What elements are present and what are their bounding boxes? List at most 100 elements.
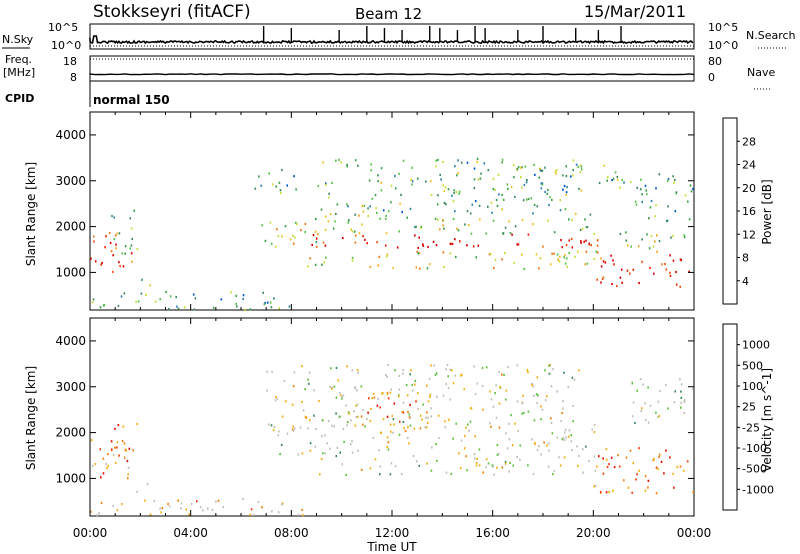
range-gate-cell — [626, 269, 629, 272]
colorbar-frame — [722, 323, 738, 511]
range-gate-cell — [160, 511, 162, 514]
range-gate-cell — [650, 199, 653, 203]
range-gate-cell — [116, 441, 119, 444]
range-gate-cell — [542, 245, 544, 248]
range-gate-cell — [335, 212, 337, 215]
range-gate-cell — [583, 240, 585, 243]
range-gate-cell — [408, 442, 410, 445]
range-gate-cell — [663, 472, 665, 475]
range-gate-cell — [104, 246, 106, 249]
range-gate-cell — [505, 432, 507, 435]
range-gate-cell — [318, 400, 320, 403]
range-gate-cell — [638, 281, 640, 285]
range-gate-cell — [464, 223, 466, 226]
range-gate-cell — [665, 268, 668, 271]
range-gate-cell — [596, 244, 599, 247]
range-gate-cell — [572, 404, 574, 407]
power-plot-frame — [89, 111, 695, 311]
range-gate-cell — [165, 290, 167, 294]
range-gate-cell — [565, 193, 567, 197]
range-gate-cell — [294, 221, 297, 224]
range-gate-cell — [435, 159, 437, 162]
range-gate-cell — [521, 186, 523, 189]
range-gate-cell — [455, 422, 457, 425]
range-gate-cell — [199, 506, 202, 509]
range-gate-cell — [412, 454, 415, 458]
range-gate-cell — [648, 247, 651, 250]
range-gate-cell — [358, 232, 361, 235]
range-gate-cell — [655, 492, 658, 495]
range-gate-cell — [242, 497, 244, 501]
range-gate-cell — [339, 451, 341, 454]
range-gate-cell — [159, 298, 161, 301]
range-gate-cell — [603, 164, 606, 167]
range-gate-cell — [401, 410, 404, 413]
range-gate-cell — [293, 175, 295, 178]
range-gate-cell — [341, 395, 343, 398]
range-gate-cell — [211, 508, 214, 512]
range-gate-cell — [390, 184, 393, 187]
range-gate-cell — [346, 365, 348, 368]
range-gate-cell — [389, 391, 392, 394]
range-gate-cell — [307, 378, 309, 381]
range-gate-cell — [269, 221, 272, 224]
range-gate-cell — [451, 242, 454, 246]
range-gate-cell — [519, 444, 521, 447]
colorbar-tick-label: 12 — [742, 228, 756, 241]
range-gate-cell — [669, 271, 671, 274]
range-gate-cell — [99, 448, 102, 451]
range-gate-cell — [461, 373, 463, 376]
range-gate-cell — [292, 425, 294, 428]
range-gate-cell — [386, 445, 388, 449]
range-gate-cell — [533, 203, 536, 207]
range-gate-cell — [414, 225, 416, 229]
range-gate-cell — [386, 375, 388, 378]
range-gate-cell — [632, 461, 635, 465]
range-gate-cell — [278, 181, 281, 184]
range-gate-cell — [656, 416, 659, 419]
range-gate-cell — [489, 422, 491, 425]
range-gate-cell — [414, 383, 416, 386]
range-gate-cell — [442, 160, 444, 163]
range-gate-cell — [389, 423, 392, 426]
range-gate-cell — [481, 385, 484, 388]
range-gate-cell — [491, 211, 493, 214]
range-gate-cell — [307, 427, 309, 430]
range-gate-cell — [168, 307, 170, 311]
range-gate-cell — [596, 239, 599, 242]
range-gate-cell — [386, 436, 389, 439]
range-gate-cell — [593, 455, 596, 458]
range-gate-cell — [669, 456, 671, 459]
range-gate-cell — [276, 397, 279, 400]
range-gate-cell — [449, 242, 452, 245]
range-gate-cell — [629, 181, 632, 184]
range-gate-cell — [675, 270, 677, 274]
range-gate-cell — [527, 233, 530, 236]
range-gate-cell — [629, 449, 632, 452]
range-gate-cell — [387, 448, 390, 451]
range-gate-cell — [581, 448, 584, 451]
range-gate-cell — [354, 159, 357, 162]
range-gate-cell — [91, 301, 94, 304]
time-axis-label: Time UT — [366, 540, 417, 554]
range-gate-cell — [136, 247, 139, 251]
range-gate-cell — [658, 453, 661, 456]
range-gate-cell — [411, 389, 414, 392]
range-gate-cell — [269, 301, 272, 304]
colorbar-tick-label: 100 — [742, 380, 763, 393]
range-gate-cell — [430, 364, 432, 367]
range-gate-cell — [527, 410, 530, 413]
range-gate-cell — [568, 218, 570, 221]
range-gate-cell — [672, 175, 674, 178]
range-gate-cell — [474, 457, 476, 460]
range-gate-cell — [249, 308, 252, 311]
range-gate-cell — [426, 462, 428, 465]
range-gate-cell — [683, 469, 685, 472]
range-gate-cell — [466, 244, 468, 247]
range-gate-cell — [159, 507, 161, 510]
time-axis: 00:00 04:00 08:00 12:00 16:00 20:00 00:00 — [73, 526, 712, 540]
range-gate-cell — [417, 246, 419, 249]
range-gate-cell — [474, 200, 477, 203]
range-gate-cell — [357, 164, 359, 167]
range-gate-cell — [328, 192, 330, 195]
